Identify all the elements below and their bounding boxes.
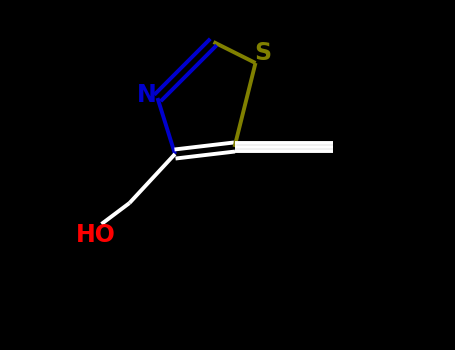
Text: N: N xyxy=(137,83,157,106)
Text: HO: HO xyxy=(76,223,116,246)
Text: S: S xyxy=(254,41,271,64)
